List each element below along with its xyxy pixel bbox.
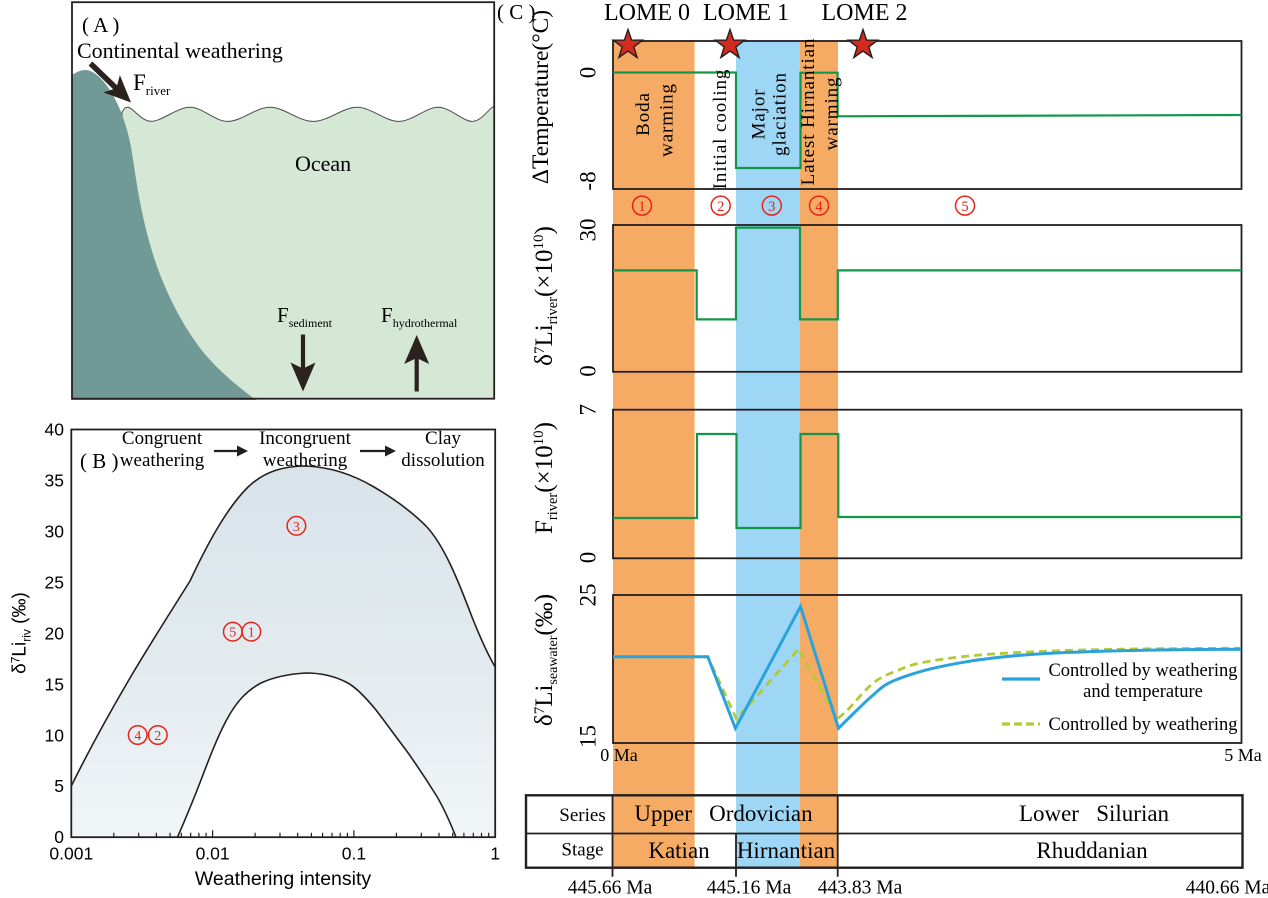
- svg-text:1: 1: [248, 626, 255, 641]
- svg-text:weathering: weathering: [263, 450, 348, 471]
- svg-text:Lower Silurian: Lower Silurian: [1019, 801, 1170, 826]
- svg-text:Series: Series: [559, 805, 605, 826]
- svg-text:35: 35: [45, 471, 64, 491]
- svg-text:Continental weathering: Continental weathering: [77, 38, 283, 63]
- svg-text:4: 4: [134, 729, 141, 744]
- svg-text:weathering: weathering: [120, 450, 205, 471]
- svg-text:LOME 0: LOME 0: [604, 0, 690, 26]
- svg-text:Congruent: Congruent: [122, 428, 203, 449]
- svg-text:0: 0: [576, 552, 601, 564]
- svg-text:20: 20: [45, 623, 65, 643]
- svg-text:1: 1: [638, 199, 645, 215]
- svg-text:445.16 Ma: 445.16 Ma: [707, 878, 792, 898]
- svg-text:Hirnantian: Hirnantian: [737, 838, 836, 863]
- svg-text:Initial cooling: Initial cooling: [710, 69, 731, 190]
- svg-text:warming: warming: [822, 77, 843, 151]
- svg-text:Controlled by weathering: Controlled by weathering: [1048, 661, 1237, 681]
- svg-text:and temperature: and temperature: [1083, 682, 1203, 702]
- svg-text:2: 2: [154, 729, 161, 744]
- svg-text:glaciation: glaciation: [770, 72, 791, 156]
- svg-text:-8: -8: [576, 171, 601, 190]
- svg-text:Boda: Boda: [633, 92, 654, 136]
- svg-text:0: 0: [54, 827, 64, 847]
- svg-text:0 Ma: 0 Ma: [600, 745, 638, 765]
- svg-text:( B ): ( B ): [80, 449, 119, 473]
- svg-text:Katian: Katian: [648, 838, 710, 863]
- svg-text:440.66 Ma: 440.66 Ma: [1186, 878, 1268, 898]
- svg-text:4: 4: [815, 199, 823, 215]
- svg-text:25: 25: [576, 584, 601, 607]
- svg-text:1: 1: [490, 844, 500, 864]
- svg-text:0: 0: [576, 67, 601, 79]
- svg-text:0.001: 0.001: [49, 844, 93, 864]
- svg-text:5: 5: [229, 626, 236, 641]
- svg-text:445.66 Ma: 445.66 Ma: [568, 878, 653, 898]
- svg-text:5: 5: [54, 776, 64, 796]
- svg-text:15: 15: [45, 674, 64, 694]
- svg-text:Upper Ordovician: Upper Ordovician: [634, 801, 813, 826]
- svg-text:Latest Hirnantian: Latest Hirnantian: [798, 38, 819, 186]
- svg-text:15: 15: [576, 725, 601, 748]
- svg-text:( A ): ( A ): [82, 13, 119, 37]
- svg-text:3: 3: [768, 199, 775, 215]
- svg-text:0.01: 0.01: [196, 844, 230, 864]
- svg-text:2: 2: [717, 199, 724, 215]
- svg-text:Incongruent: Incongruent: [259, 428, 352, 449]
- svg-text:Ocean: Ocean: [295, 151, 351, 176]
- svg-text:40: 40: [45, 420, 65, 440]
- svg-text:LOME 1: LOME 1: [703, 0, 789, 26]
- svg-text:3: 3: [293, 520, 300, 535]
- svg-text:dissolution: dissolution: [401, 450, 485, 471]
- svg-text:LOME 2: LOME 2: [822, 0, 908, 26]
- svg-text:Stage: Stage: [561, 840, 603, 861]
- svg-text:( C ): ( C ): [497, 0, 536, 24]
- svg-text:30: 30: [576, 219, 601, 242]
- svg-text:0.1: 0.1: [342, 844, 366, 864]
- svg-text:5 Ma: 5 Ma: [1224, 745, 1262, 765]
- svg-text:30: 30: [45, 521, 65, 541]
- svg-text:25: 25: [45, 572, 64, 592]
- svg-text:7: 7: [576, 404, 601, 416]
- svg-text:443.83 Ma: 443.83 Ma: [818, 878, 903, 898]
- svg-text:δ7Liriv (‰): δ7Liriv (‰): [9, 592, 34, 674]
- svg-text:Controlled by weathering: Controlled by weathering: [1048, 715, 1237, 735]
- svg-text:Major: Major: [748, 89, 769, 140]
- svg-text:ΔTemperature(°C): ΔTemperature(°C): [528, 10, 554, 184]
- svg-text:Weathering intensity: Weathering intensity: [195, 868, 372, 890]
- svg-text:5: 5: [961, 199, 968, 215]
- svg-text:Rhuddanian: Rhuddanian: [1036, 838, 1148, 863]
- svg-text:0: 0: [576, 365, 601, 377]
- svg-text:Friver(×1010): Friver(×1010): [531, 422, 561, 534]
- svg-text:warming: warming: [657, 83, 678, 157]
- svg-text:10: 10: [45, 725, 65, 745]
- svg-text:Clay: Clay: [425, 428, 461, 449]
